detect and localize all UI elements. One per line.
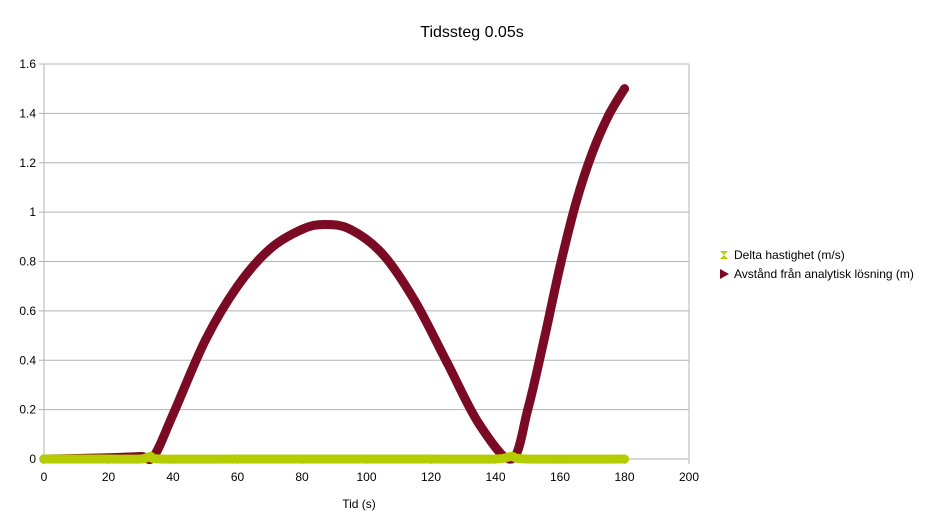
data-point: [571, 197, 581, 207]
data-point: [410, 296, 420, 306]
data-point: [265, 244, 275, 254]
data-point: [233, 281, 242, 291]
x-tick-label: 60: [231, 470, 245, 484]
x-tick-label: 120: [421, 470, 441, 484]
data-point: [474, 419, 484, 429]
x-tick-label: 160: [550, 470, 570, 484]
data-point: [555, 261, 565, 271]
series-line-1: [39, 84, 629, 465]
data-point: [200, 336, 210, 345]
data-point: [491, 454, 500, 464]
data-point: [155, 454, 165, 464]
data-point: [507, 452, 517, 462]
data-point: [345, 224, 355, 234]
data-point: [320, 219, 330, 229]
x-tick-label: 200: [679, 470, 699, 484]
y-tick-label: 1.6: [19, 57, 36, 71]
data-point: [136, 454, 146, 464]
data-point: [603, 111, 613, 121]
y-tick-label: 0.8: [19, 255, 36, 269]
data-point: [233, 454, 242, 464]
x-axis-label: Tid (s): [342, 497, 376, 511]
y-tick-label: 1.4: [19, 106, 36, 120]
data-point: [442, 358, 452, 368]
x-tick-label: 0: [41, 470, 48, 484]
data-point: [104, 454, 113, 464]
x-tick-label: 20: [102, 470, 116, 484]
data-point: [39, 454, 49, 464]
data-point: [71, 454, 81, 464]
grid: [44, 63, 689, 460]
data-point: [145, 452, 155, 462]
x-tick-label: 180: [614, 470, 634, 484]
x-tick-label: 80: [295, 470, 309, 484]
y-tick-label: 0.4: [19, 353, 36, 367]
chart-title: Tidssteg 0.05s: [420, 24, 523, 41]
data-point: [297, 224, 307, 234]
data-point: [329, 454, 339, 464]
data-point: [378, 249, 388, 259]
legend-marker-triangle: [720, 269, 729, 279]
legend-label: Avstånd från analytisk lösning (m): [734, 267, 914, 281]
data-point: [620, 84, 629, 94]
y-tick-label: 0.2: [19, 403, 36, 417]
data-point: [426, 454, 436, 464]
y-tick-label: 0.6: [19, 304, 36, 318]
data-point: [539, 336, 549, 345]
series-layer: [39, 84, 629, 465]
legend-marker-hourglass: [720, 251, 728, 259]
legend-label: Delta hastighet (m/s): [734, 248, 845, 262]
data-point: [523, 405, 533, 415]
y-tick-label: 1.2: [19, 156, 36, 170]
y-axis-ticks: 0 0.2 0.4 0.6 0.8 1 1.2 1.4 1.6: [19, 57, 44, 466]
data-point: [523, 454, 533, 464]
x-tick-label: 100: [356, 470, 376, 484]
y-tick-label: 0: [29, 452, 36, 466]
data-point: [620, 454, 629, 464]
x-tick-label: 140: [485, 470, 505, 484]
y-tick-label: 1: [29, 205, 36, 219]
x-tick-label: 40: [166, 470, 180, 484]
data-point: [168, 410, 178, 420]
legend: Delta hastighet (m/s) Avstånd från analyt…: [720, 248, 914, 281]
data-point: [587, 148, 597, 158]
